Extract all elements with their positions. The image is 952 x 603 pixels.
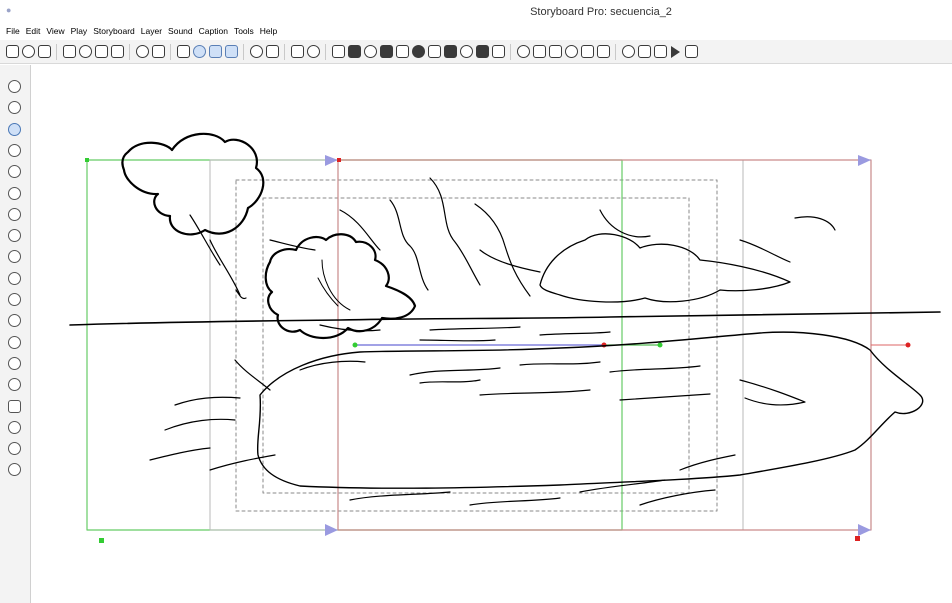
light-table-icon[interactable] — [192, 45, 206, 58]
menu-caption[interactable]: Caption — [198, 26, 228, 36]
open-icon[interactable] — [21, 45, 35, 58]
cutter-tool-icon[interactable] — [8, 271, 21, 285]
playback-icon[interactable] — [653, 45, 667, 58]
library-icon[interactable] — [532, 45, 546, 58]
onion-skin-icon[interactable] — [176, 45, 190, 58]
grid-icon[interactable] — [208, 45, 222, 58]
camera-arrow-bottom-right — [858, 524, 871, 536]
new-panel-icon[interactable] — [347, 45, 361, 58]
redo-icon[interactable] — [151, 45, 165, 58]
dropper-tool-icon[interactable] — [8, 356, 21, 370]
rectangle-tool-icon[interactable] — [8, 399, 21, 413]
previous-frame-icon[interactable] — [580, 45, 594, 58]
save-icon[interactable] — [37, 45, 51, 58]
camera-arrow-top-right — [858, 155, 871, 166]
pivot-point-green-2[interactable] — [657, 342, 663, 348]
select-tool-icon[interactable] — [8, 80, 21, 93]
drawing-layer — [69, 132, 941, 506]
camera-view-icon[interactable] — [265, 45, 279, 58]
bitmap-layer-icon[interactable] — [475, 45, 489, 58]
paste-icon[interactable] — [94, 45, 108, 58]
cut-icon[interactable] — [62, 45, 76, 58]
vector-layer-icon[interactable] — [459, 45, 473, 58]
menu-help[interactable]: Help — [259, 26, 278, 36]
toolbar-separator — [129, 43, 130, 60]
toolbar-separator — [615, 43, 616, 60]
new-scene-icon[interactable] — [363, 45, 377, 58]
fit-view-icon[interactable] — [331, 45, 345, 58]
action-safe-area — [235, 179, 718, 512]
menu-layer[interactable]: Layer — [140, 26, 163, 36]
main-toolbar — [0, 40, 952, 64]
layer-icon[interactable] — [443, 45, 457, 58]
menu-sound[interactable]: Sound — [168, 26, 193, 36]
ellipse-tool-icon[interactable] — [8, 420, 21, 434]
ink-tool-icon[interactable] — [8, 335, 21, 349]
first-frame-icon[interactable] — [564, 45, 578, 58]
play-icon[interactable] — [671, 45, 680, 58]
zoom-tool-icon[interactable] — [8, 314, 21, 328]
toolbar-separator — [510, 43, 511, 60]
brush-tool-icon[interactable] — [8, 122, 21, 136]
stage-canvas[interactable] — [31, 65, 952, 603]
new-icon[interactable] — [5, 45, 19, 58]
camera-handle-red[interactable] — [337, 158, 341, 162]
menu-bar: File Edit View Play Storyboard Layer Sou… — [0, 24, 280, 38]
pivot-point-red-2[interactable] — [905, 342, 911, 348]
safe-area-icon[interactable] — [224, 45, 238, 58]
sound-icon[interactable] — [491, 45, 505, 58]
rotate-tool-icon[interactable] — [8, 463, 21, 477]
toolbar-separator — [243, 43, 244, 60]
text-tool-icon[interactable] — [8, 186, 21, 200]
split-panel-icon[interactable] — [395, 45, 409, 58]
camera-keyframe-icon[interactable] — [548, 45, 562, 58]
delete-icon[interactable] — [110, 45, 124, 58]
transition-icon[interactable] — [427, 45, 441, 58]
menu-storyboard[interactable]: Storyboard — [93, 26, 135, 36]
menu-view[interactable]: View — [46, 26, 65, 36]
toolbar-separator — [170, 43, 171, 60]
toolbar-separator — [56, 43, 57, 60]
tools-toolbar — [0, 65, 31, 603]
app-icon: ● — [6, 5, 12, 15]
stop-icon[interactable] — [684, 45, 698, 58]
duplicate-panel-icon[interactable] — [379, 45, 393, 58]
menu-tools[interactable]: Tools — [233, 26, 254, 36]
toolbar-separator — [284, 43, 285, 60]
menu-edit[interactable]: Edit — [25, 26, 41, 36]
last-frame-icon[interactable] — [621, 45, 635, 58]
paint-tool-icon[interactable] — [8, 207, 21, 221]
smooth-tool-icon[interactable] — [8, 250, 21, 264]
toolbar-separator — [325, 43, 326, 60]
pencil-tool-icon[interactable] — [8, 143, 21, 157]
next-frame-icon[interactable] — [596, 45, 610, 58]
title-safe-area — [262, 197, 690, 494]
camera-mask-icon[interactable] — [249, 45, 263, 58]
pivot-point-green[interactable] — [352, 342, 358, 348]
undo-icon[interactable] — [135, 45, 149, 58]
copy-icon[interactable] — [78, 45, 92, 58]
stroke-tool-icon[interactable] — [8, 378, 21, 392]
transform-tool-icon[interactable] — [8, 101, 21, 115]
camera-handle-green[interactable] — [85, 158, 89, 162]
caption-icon[interactable] — [516, 45, 530, 58]
camera-arrow-top-left — [325, 155, 338, 166]
contour-editor-icon[interactable] — [8, 229, 21, 243]
zoom-out-icon[interactable] — [306, 45, 320, 58]
zoom-in-icon[interactable] — [290, 45, 304, 58]
camera-handle-red-bottom[interactable] — [855, 536, 860, 541]
loop-icon[interactable] — [637, 45, 651, 58]
title-bar: ● Storyboard Pro: secuencia_2 — [0, 0, 952, 22]
hand-tool-icon[interactable] — [8, 293, 21, 306]
join-panel-icon[interactable] — [411, 45, 425, 58]
window-title: Storyboard Pro: secuencia_2 — [530, 6, 672, 18]
menu-play[interactable]: Play — [70, 26, 88, 36]
line-tool-icon[interactable] — [8, 442, 21, 456]
camera-arrow-bottom-left — [325, 524, 338, 536]
menu-file[interactable]: File — [6, 26, 20, 36]
eraser-tool-icon[interactable] — [8, 165, 21, 179]
camera-handle-green-bottom[interactable] — [99, 538, 104, 543]
